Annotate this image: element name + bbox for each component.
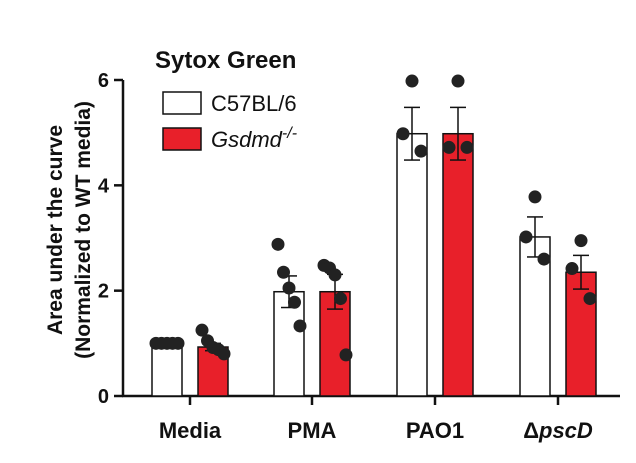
point-s0-g2-1: [396, 127, 410, 141]
bar-s0-g1: [273, 290, 305, 397]
legend-label-text: C57BL/6: [211, 91, 297, 116]
point-s0-g2-0: [405, 74, 419, 88]
legend-label-0: C57BL/6: [211, 91, 297, 116]
point-s0-g3-0: [528, 190, 542, 204]
legend-label-text: Gsdmd: [211, 127, 283, 152]
x-tick-label-1: PMA: [288, 418, 337, 443]
point-s1-g3-0: [574, 234, 588, 248]
x-tick-label-name: PAO1: [406, 418, 464, 443]
point-s1-g1-4: [339, 348, 353, 362]
x-tick-label-prefix: Δ: [523, 418, 539, 443]
point-s0-g1-2: [282, 281, 296, 295]
x-tick-label-name: PMA: [288, 418, 337, 443]
bar-s0-g0: [151, 342, 183, 397]
legend-swatch-1: [162, 127, 202, 151]
point-s1-g2-0: [451, 74, 465, 88]
point-s0-g1-0: [271, 237, 285, 251]
point-s1-g0-0: [195, 323, 209, 337]
point-s0-g0-4: [171, 336, 185, 350]
y-tick-label-2: 4: [98, 175, 110, 197]
y-tick-label-1: 2: [98, 281, 109, 303]
point-s1-g3-1: [565, 262, 579, 276]
point-s1-g0-4: [217, 347, 231, 361]
legend-swatch-0: [162, 91, 202, 115]
point-s0-g3-2: [537, 252, 551, 266]
y-axis-label-line2: (Normalized to WT media): [72, 101, 95, 359]
point-s1-g2-2: [460, 140, 474, 154]
bar-s1-g3: [565, 271, 597, 397]
point-s0-g1-1: [277, 265, 290, 279]
point-s1-g1-2: [328, 268, 342, 282]
x-tick-label-0: Media: [159, 418, 222, 443]
legend-label-superscript: -/-: [282, 125, 297, 142]
point-s0-g1-4: [293, 319, 307, 333]
y-tick-label-3: 6: [98, 70, 109, 92]
point-s0-g2-2: [414, 144, 428, 158]
point-s1-g1-3: [334, 292, 347, 306]
x-tick-label-2: PAO1: [406, 418, 464, 443]
plot-area: 0 2 4 6 Media PMA PAO1 ΔpscD: [98, 70, 620, 443]
chart-title: Sytox Green: [155, 47, 296, 74]
legend-label-1: Gsdmd-/-: [211, 125, 297, 152]
y-axis-label-line1: Area under the curve: [44, 125, 67, 335]
point-s0-g3-1: [519, 230, 533, 244]
y-axis-label: Area under the curve (Normalized to WT m…: [44, 101, 95, 359]
legend: C57BL/6 Gsdmd-/-: [162, 91, 297, 152]
x-tick-label-italic: pscD: [538, 418, 593, 443]
bar-s1-g2: [442, 132, 474, 397]
x-tick-label-name: Media: [159, 418, 222, 443]
point-s1-g2-1: [442, 140, 456, 154]
point-s0-g1-3: [288, 295, 301, 309]
x-tick-label-3: ΔpscD: [523, 418, 593, 443]
bar-s0-g2: [396, 132, 428, 397]
point-s1-g3-2: [583, 292, 597, 306]
y-tick-label-0: 0: [98, 386, 109, 408]
